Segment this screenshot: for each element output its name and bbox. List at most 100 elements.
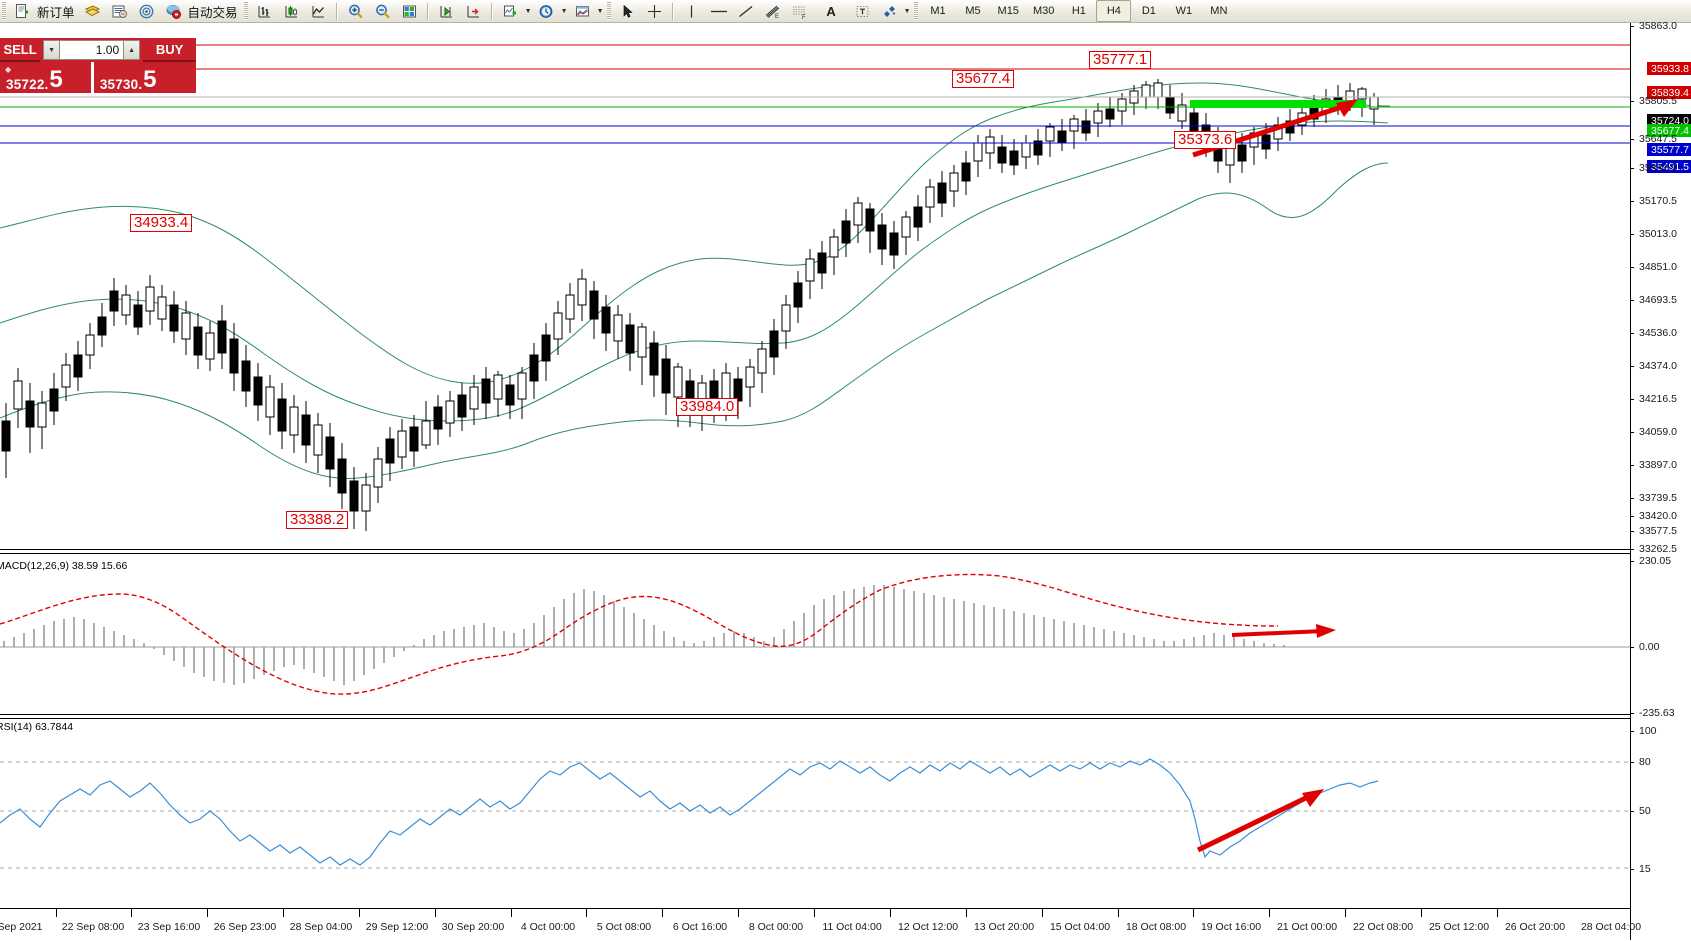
- volume-increment-button[interactable]: ▲: [123, 40, 141, 60]
- period-chevron-down-icon[interactable]: ▼: [560, 7, 568, 15]
- timeframe-d1[interactable]: D1: [1141, 5, 1156, 17]
- price-chart-svg: [0, 44, 1630, 531]
- price-tick: 34059.0: [1630, 426, 1677, 438]
- buy-button[interactable]: BUY: [143, 38, 196, 62]
- line-chart-icon[interactable]: [305, 0, 332, 22]
- trendline-icon[interactable]: [733, 0, 760, 22]
- time-axis[interactable]: Sep 2021 22 Sep 08:00 23 Sep 16:00 26 Se…: [0, 908, 1641, 941]
- autotrading-label[interactable]: 自动交易: [187, 5, 238, 20]
- timeframe-m1[interactable]: M1: [930, 5, 946, 17]
- time-label: 23 Sep 16:00: [137, 921, 201, 933]
- annotation-35373[interactable]: 35373.6: [1174, 131, 1237, 149]
- price-tick: 35647.5: [1630, 133, 1677, 145]
- rsi-label: RSI(14) 63.7844: [0, 721, 74, 733]
- navigator-icon[interactable]: [133, 0, 160, 22]
- price-badge-35491: 35491.5: [1647, 160, 1691, 173]
- price-tick: 35863.0: [1630, 20, 1677, 32]
- sell-price[interactable]: ◆ 35722 . 5: [0, 62, 94, 93]
- price-pane[interactable]: 34933.4 33388.2 33984.0 35677.4 35777.1 …: [0, 23, 1630, 546]
- price-axis[interactable]: 35863.0 35933.8 35839.4 35805.5 35724.0 …: [1629, 20, 1691, 940]
- svg-text:E: E: [775, 14, 779, 20]
- new-order-label[interactable]: 新订单: [37, 5, 75, 20]
- volume-input[interactable]: 1.00: [60, 40, 124, 60]
- macd-label: MACD(12,26,9) 38.59 15.66: [0, 560, 128, 572]
- timeframe-w1[interactable]: W1: [1175, 5, 1193, 17]
- sell-button[interactable]: SELL: [0, 38, 41, 62]
- toolbar-separator-2: [426, 2, 429, 20]
- timeframe-m5[interactable]: M5: [965, 5, 981, 17]
- equidistant-channel-icon[interactable]: E: [760, 0, 787, 22]
- buy-price[interactable]: 35730 . 5: [93, 62, 196, 93]
- chart-window[interactable]: DJ30-,H4 35704.0 35732.0 35694.0 35724.0: [0, 20, 1691, 941]
- auto-scroll-icon[interactable]: [460, 0, 487, 22]
- bar-chart-icon[interactable]: [251, 0, 278, 22]
- price-badge-35933: 35933.8: [1647, 62, 1691, 75]
- price-tick: 33739.5: [1630, 492, 1677, 504]
- timeframe-mn[interactable]: MN: [1210, 5, 1228, 17]
- price-badge-35677: 35677.4: [1647, 124, 1691, 137]
- toolbar-grip-2[interactable]: [243, 2, 248, 20]
- new-order-icon[interactable]: [9, 0, 36, 22]
- autotrading-icon[interactable]: [160, 0, 187, 22]
- timeframe-m30[interactable]: M30: [1032, 5, 1055, 17]
- time-label: 21 Oct 00:00: [1276, 921, 1338, 933]
- templates-icon[interactable]: [569, 0, 596, 22]
- rsi-pane[interactable]: RSI(14) 63.7844: [0, 721, 1630, 908]
- timeframe-h4[interactable]: H4: [1096, 0, 1132, 22]
- toolbar-grip-3[interactable]: [606, 2, 611, 20]
- shapes-icon[interactable]: [876, 0, 903, 22]
- profiles-icon[interactable]: [79, 0, 106, 22]
- shift-end-icon[interactable]: [433, 0, 460, 22]
- timeframe-m15[interactable]: M15: [997, 5, 1019, 17]
- pane-divider-price-macd[interactable]: [0, 549, 1630, 554]
- cursor-icon[interactable]: [614, 0, 641, 22]
- indicators-icon[interactable]: [497, 0, 524, 22]
- fibonacci-icon[interactable]: F: [787, 0, 814, 22]
- rsi-tick: 100: [1630, 725, 1657, 737]
- annotation-35677[interactable]: 35677.4: [952, 70, 1015, 88]
- main-toolbar: 新订单 自动交易: [0, 0, 1691, 23]
- bollinger-upper-band: [0, 82, 1391, 384]
- price-tick: 33262.5: [1630, 543, 1677, 555]
- text-label-icon[interactable]: [849, 0, 876, 22]
- timeframe-h1[interactable]: H1: [1071, 5, 1086, 17]
- text-icon[interactable]: A: [826, 3, 836, 19]
- volume-stepper[interactable]: ▼ 1.00 ▲: [40, 38, 144, 62]
- rsi-line: [0, 758, 1379, 866]
- annotation-33388[interactable]: 33388.2: [286, 511, 349, 529]
- toolbar-separator-3: [490, 2, 493, 20]
- pane-divider-macd-rsi[interactable]: [0, 714, 1630, 719]
- time-label: 30 Sep 20:00: [441, 921, 505, 933]
- toolbar-grip[interactable]: [2, 2, 6, 20]
- time-label: 5 Oct 08:00: [596, 921, 652, 933]
- annotation-34933[interactable]: 34933.4: [130, 214, 193, 232]
- period-icon[interactable]: [533, 0, 560, 22]
- vertical-line-icon[interactable]: [678, 0, 705, 22]
- annotation-33984[interactable]: 33984.0: [676, 398, 739, 416]
- price-tick: 35332.5: [1630, 162, 1677, 174]
- market-watch-icon[interactable]: [106, 0, 133, 22]
- horizontal-line-icon[interactable]: [705, 0, 733, 22]
- candlestick-chart-icon[interactable]: [278, 0, 305, 22]
- macd-pane[interactable]: MACD(12,26,9) 38.59 15.66: [0, 560, 1630, 712]
- price-badge-35839: 35839.4: [1647, 86, 1691, 99]
- toolbar-grip-4[interactable]: [913, 2, 918, 20]
- price-tick: 34216.5: [1630, 393, 1677, 405]
- templates-chevron-down-icon[interactable]: ▼: [596, 7, 604, 15]
- shapes-chevron-down-icon[interactable]: ▼: [903, 7, 911, 15]
- time-label: 25 Oct 12:00: [1428, 921, 1490, 933]
- crosshair-icon[interactable]: [641, 0, 668, 22]
- macd-tick: 230.05: [1629, 555, 1671, 567]
- time-label: 6 Oct 16:00: [672, 921, 728, 933]
- volume-decrement-button[interactable]: ▼: [43, 40, 61, 60]
- zoom-in-icon[interactable]: [342, 0, 369, 22]
- annotation-35777[interactable]: 35777.1: [1089, 51, 1152, 69]
- one-click-trading-panel[interactable]: SELL ▼ 1.00 ▲ BUY ◆ 35722 . 5 35730 . 5: [0, 38, 196, 93]
- candlestick-series: [1, 79, 1379, 531]
- indicators-chevron-down-icon[interactable]: ▼: [524, 7, 532, 15]
- price-tick: 34693.5: [1630, 294, 1677, 306]
- zoom-out-icon[interactable]: [369, 0, 396, 22]
- tile-windows-icon[interactable]: [396, 0, 423, 22]
- macd-tick: 0.00: [1629, 641, 1659, 653]
- price-badge-35577: 35577.7: [1647, 143, 1691, 156]
